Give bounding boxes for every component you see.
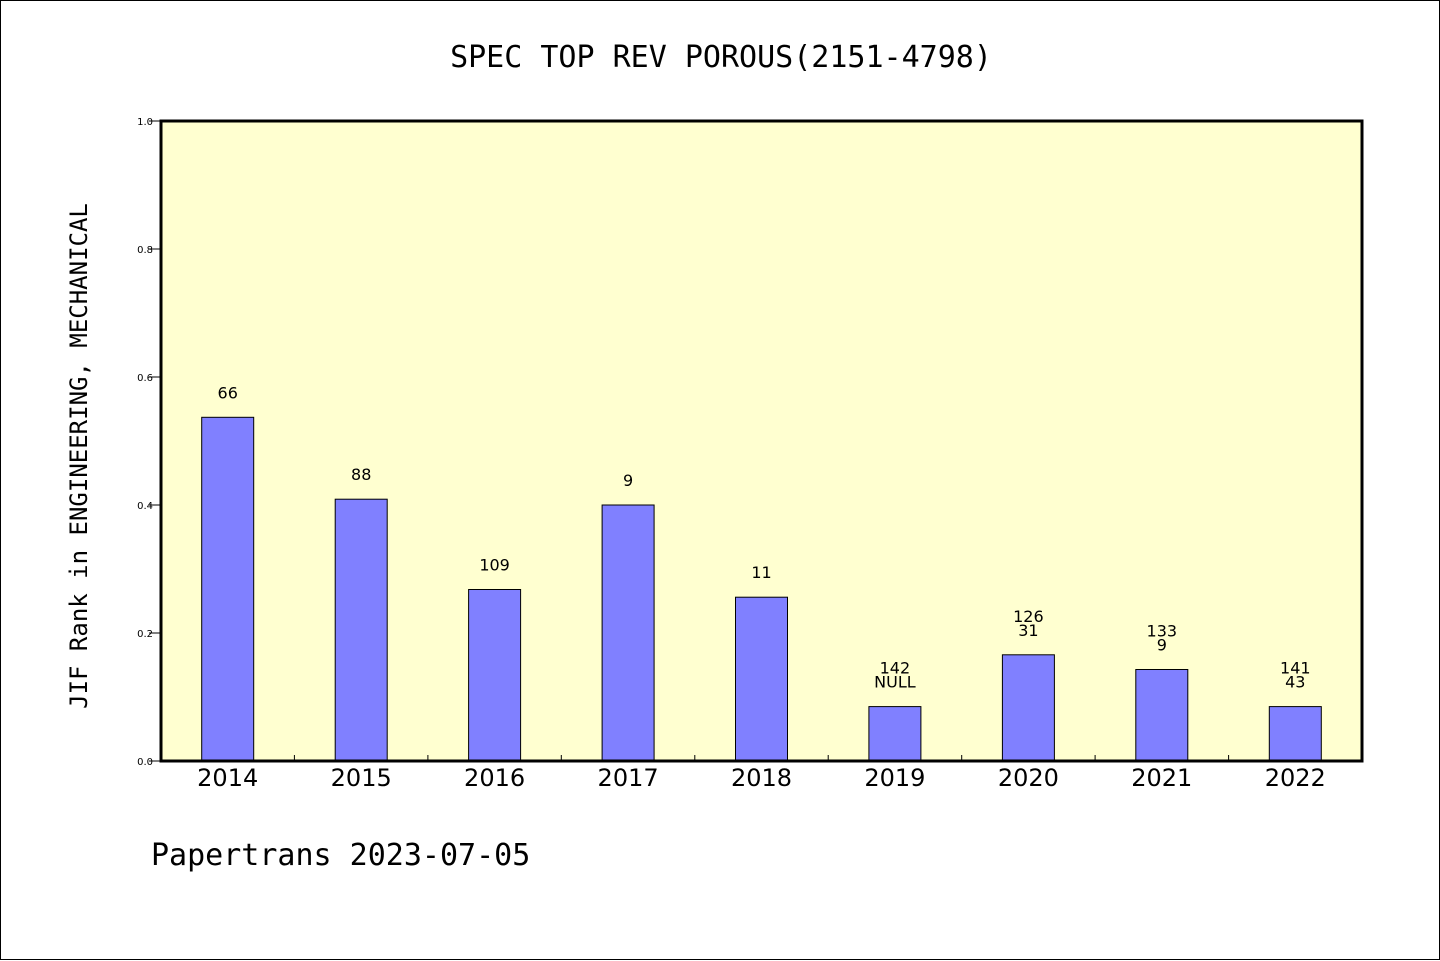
bar-2020 [1001,654,1055,762]
x-tick-label-2020: 2020 [998,764,1059,792]
x-tick-label-2017: 2017 [598,764,659,792]
bar-label-2018: 11 [751,563,771,582]
bar-label-2015: 88 [351,465,371,484]
x-tick-label-2019: 2019 [864,764,925,792]
footer-text: Papertrans 2023-07-05 [151,838,530,873]
bar-label-2019-line-2: NULL [874,673,916,692]
bar-label-2019-line-1: 142 [880,659,911,678]
bar-label-2022-line-2: 43 [1285,673,1305,692]
x-tick-label-2022: 2022 [1265,764,1326,792]
y-tick-label: 0.4 [137,501,153,512]
bar-label-2017: 9 [623,471,633,490]
bar-2019 [868,706,922,762]
y-tick-label: 0.0 [137,757,153,768]
y-tick-label: 0.8 [137,245,153,256]
bar-label-2021-line-1: 133 [1147,622,1178,641]
y-tick-label: 1.0 [137,117,153,128]
x-tick-label-2014: 2014 [197,764,258,792]
bar-label-2020-line-1: 126 [1013,607,1044,626]
x-tick-label-2015: 2015 [331,764,392,792]
bar-2014 [201,416,255,762]
x-tick-label-2018: 2018 [731,764,792,792]
x-tick-label-2016: 2016 [464,764,525,792]
bar-2021 [1135,669,1189,762]
y-ticks-layer: 0.0 0.2 0.4 0.6 0.8 1.0 [137,117,161,768]
x-tick-label-2021: 2021 [1131,764,1192,792]
plot-border [159,119,1364,763]
y-tick-label: 0.2 [137,629,153,640]
bar-2016 [468,589,522,762]
y-axis-label: JIF Rank in ENGINEERING, MECHANICAL [65,203,93,709]
bar-label-2014: 66 [218,383,238,402]
chart-title: SPEC TOP REV POROUS(2151-4798) [450,40,992,75]
bar-label-2021-line-2: 9 [1157,636,1167,655]
y-tick-label: 0.6 [137,373,153,384]
bar-2018 [735,596,788,762]
bars-layer [201,416,1322,762]
bar-2022 [1268,706,1322,762]
bar-label-2022-line-1: 141 [1280,659,1311,678]
bar-label-2020-line-2: 31 [1018,621,1038,640]
bar-label-2016: 109 [479,556,510,575]
x-ticks-layer: 2014 2015 2016 2017 2018 2019 2020 2021 2022 [197,755,1326,792]
bar-2015 [334,498,388,762]
bar-2017 [601,504,655,762]
